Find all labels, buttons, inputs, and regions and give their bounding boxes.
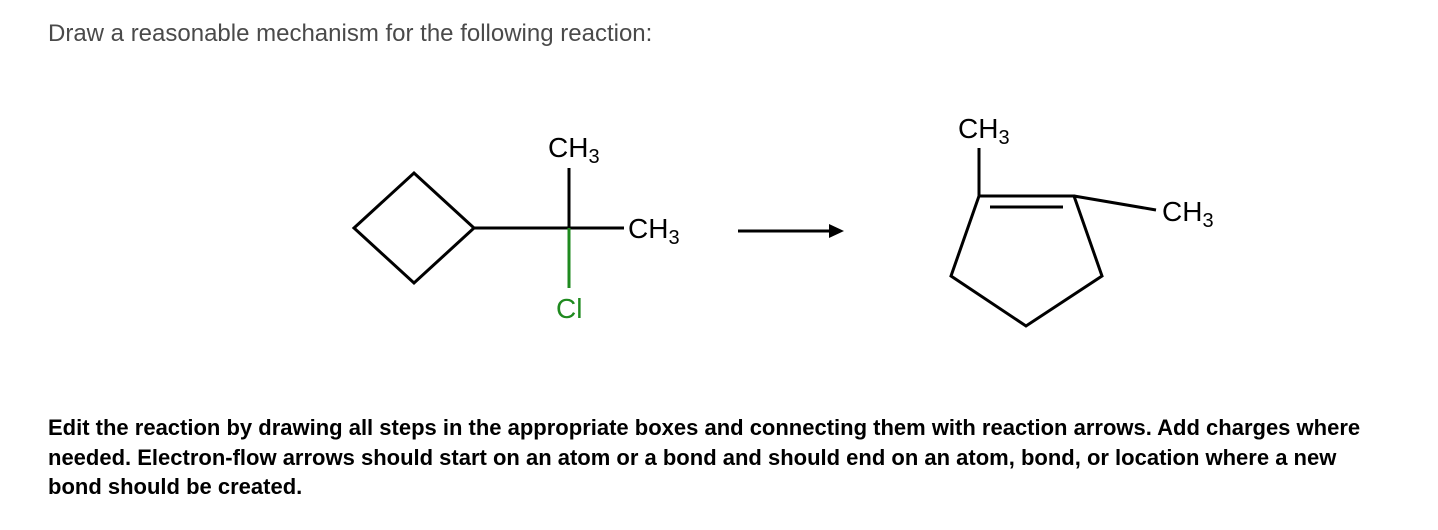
- instructions-text: Edit the reaction by drawing all steps i…: [48, 413, 1388, 502]
- reactant-svg: CH3 CH3 Cl: [294, 113, 694, 343]
- reactant-cl: Cl: [556, 293, 582, 324]
- cyclobutane-ring: [354, 173, 474, 283]
- product-ch3-top: CH3: [958, 113, 1010, 149]
- arrow-svg: [734, 216, 844, 246]
- product-ch3-right: CH3: [1162, 196, 1214, 232]
- product-molecule: CH3 CH3: [884, 108, 1264, 353]
- reactant-ch3-right: CH3: [628, 213, 680, 249]
- reactant-ch3-top: CH3: [548, 132, 600, 168]
- cyclopentene-ring: [951, 196, 1102, 326]
- product-svg: CH3 CH3: [884, 108, 1264, 348]
- reaction-arrow: [734, 216, 844, 246]
- product-c-to-ch3-right-bond: [1074, 196, 1156, 210]
- question-prompt: Draw a reasonable mechanism for the foll…: [48, 20, 1390, 48]
- reactant-molecule: CH3 CH3 Cl: [294, 113, 694, 348]
- reaction-scheme: CH3 CH3 Cl: [48, 108, 1390, 353]
